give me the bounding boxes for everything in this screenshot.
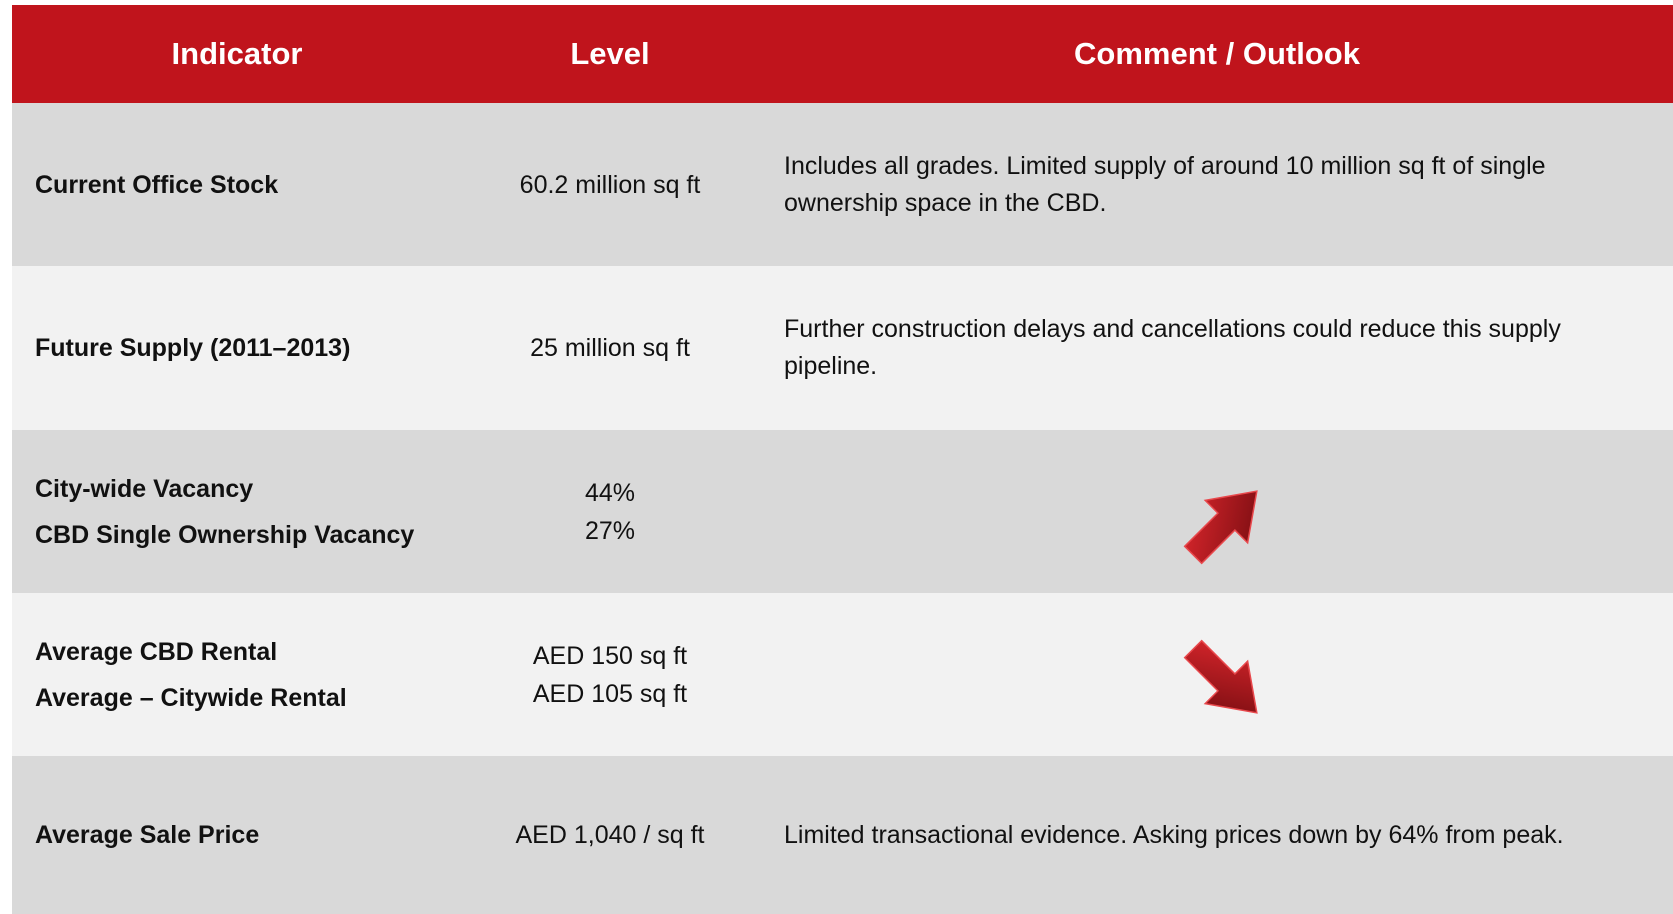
table-row: Future Supply (2011–2013) 25 million sq f… (12, 266, 1673, 430)
level-text: 25 million sq ft (530, 334, 690, 362)
comment-cell: Further construction delays and cancella… (784, 315, 1561, 380)
header-cell: Level (570, 36, 650, 71)
level-cell: AED 1,040 / sq ft (460, 756, 760, 914)
indicator-text: Average Sale Price (35, 821, 260, 849)
indicator-cell: Average Sale Price (35, 756, 475, 914)
level-text: AED 105 sq ft (532, 679, 688, 708)
indicator-cell: Average CBD Rental Average – Citywide Ren… (35, 593, 475, 756)
table-row: Average Sale Price AED 1,040 / sq ft Limit… (12, 756, 1673, 914)
table-row: City-wide Vacancy CBD Single Ownership Va… (12, 430, 1673, 593)
indicator-text: City-wide Vacancy (35, 474, 254, 503)
level-cell: 25 million sq ft (460, 266, 760, 430)
indicator-text: Average CBD Rental (35, 637, 278, 666)
comment-cell: Limited transactional evidence. Asking p… (784, 820, 1564, 849)
header-cell: Indicator (171, 36, 303, 71)
indicator-text: Future Supply (2011–2013) (35, 334, 351, 362)
comment-cell: Includes all grades. Limited supply of a… (784, 151, 1546, 217)
indicator-cell: Current Office Stock (35, 103, 475, 266)
level-cell: 44% 27% (460, 430, 760, 593)
level-cell: 60.2 million sq ft (460, 103, 760, 266)
level-text: AED 150 sq ft (532, 641, 688, 670)
level-text: 44% (584, 478, 636, 507)
header-bar (12, 5, 1673, 103)
indicator-text: Average – Citywide Rental (35, 683, 347, 712)
arrow-up (1183, 490, 1258, 565)
indicator-text: Current Office Stock (35, 170, 279, 199)
table-row: Average CBD Rental Average – Citywide Ren… (12, 593, 1673, 756)
arrow-down (1183, 639, 1258, 714)
level-cell: AED 150 sq ft AED 105 sq ft (460, 593, 760, 756)
level-text: 27% (584, 516, 636, 545)
header-cell: Comment / Outlook (1074, 36, 1360, 71)
indicator-text: CBD Single Ownership Vacancy (35, 520, 415, 549)
level-text: AED 1,040 / sq ft (515, 821, 705, 849)
level-text: 60.2 million sq ft (519, 170, 701, 199)
indicator-cell: City-wide Vacancy CBD Single Ownership Va… (35, 430, 475, 593)
indicator-cell: Future Supply (2011–2013) (35, 266, 475, 430)
table-row: Current Office Stock 60.2 million sq ft In… (12, 103, 1673, 266)
